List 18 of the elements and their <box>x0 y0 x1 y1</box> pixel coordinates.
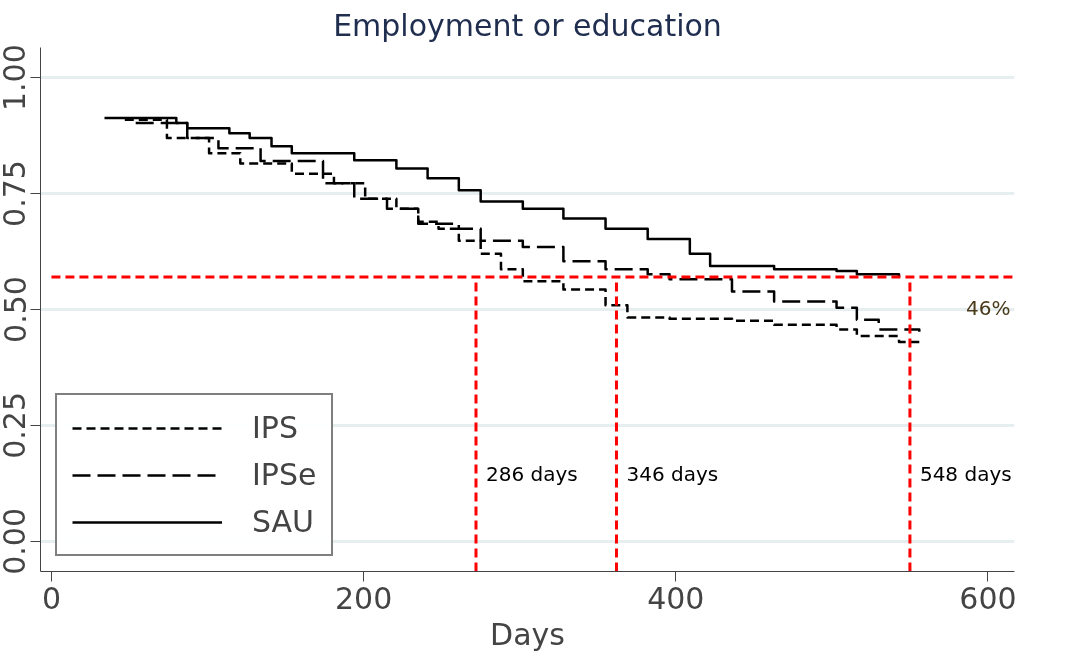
annotation: 46% <box>966 295 1011 320</box>
y-tick-label: 0.00 <box>0 507 33 575</box>
y-tick-label: 0.50 <box>0 276 33 343</box>
x-tick-label: 200 <box>334 580 393 616</box>
x-axis-title: Days <box>490 616 565 652</box>
ref-line-label: 548 days <box>919 461 1012 486</box>
y-tick-label: 1.00 <box>0 44 33 112</box>
x-tick-label: 600 <box>959 580 1017 616</box>
legend-label: SAU <box>252 504 315 539</box>
x-tick-label: 0 <box>41 580 61 616</box>
x-tick-label: 400 <box>647 580 705 616</box>
y-tick-label: 0.25 <box>0 392 33 459</box>
chart-title: Employment or education <box>333 7 722 43</box>
y-tick-label: 0.75 <box>0 160 33 227</box>
legend-label: IPSe <box>252 457 317 492</box>
ref-line-label: 286 days <box>485 461 578 486</box>
ref-line-label: 346 days <box>626 461 719 486</box>
legend-label: IPS <box>252 410 298 445</box>
